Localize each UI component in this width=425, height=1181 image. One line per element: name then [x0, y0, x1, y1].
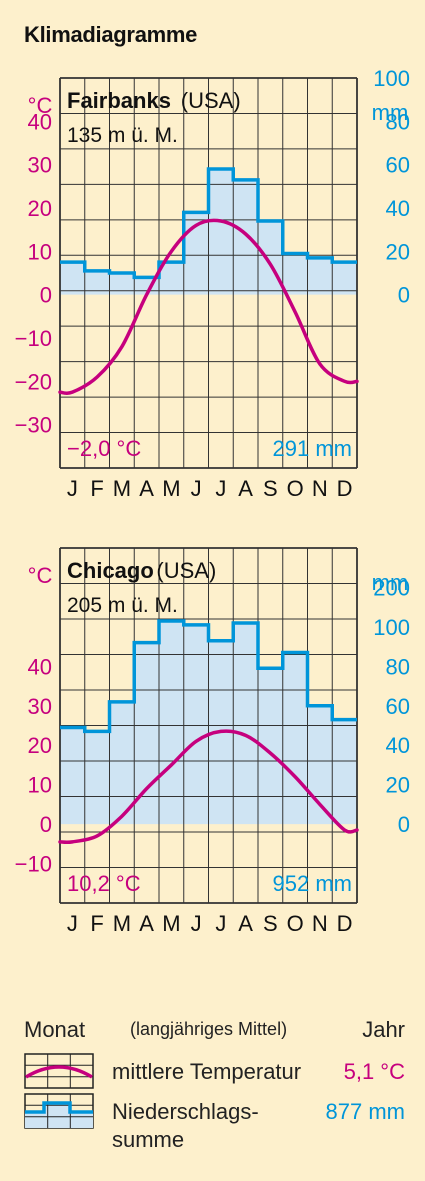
- legend-temperature-row: mittlere Temperatur 5,1 °C: [0, 1053, 425, 1093]
- month-label: A: [139, 911, 154, 936]
- annual-precipitation: 291 mm: [273, 436, 352, 461]
- month-label: N: [312, 476, 328, 501]
- precip-tick-label: 20: [386, 239, 410, 264]
- temp-tick-label: −20: [15, 369, 52, 394]
- legend-mean-header: (langjähriges Mittel): [130, 1019, 288, 1039]
- month-label: D: [337, 476, 353, 501]
- month-label: A: [238, 476, 253, 501]
- temp-tick-label: 10: [28, 239, 52, 264]
- month-label: A: [139, 476, 154, 501]
- legend-precipitation-value: 877 mm: [325, 1099, 405, 1124]
- annual-temperature: −2,0 °C: [67, 436, 141, 461]
- month-label: J: [67, 476, 78, 501]
- precip-tick-label: 40: [386, 733, 410, 758]
- temp-tick-label: 20: [28, 733, 52, 758]
- precip-tick-label: 80: [386, 654, 410, 679]
- month-label: M: [162, 911, 180, 936]
- temp-tick-label: 30: [28, 694, 52, 719]
- station-country: (USA): [156, 558, 216, 583]
- temp-tick-label: 40: [28, 654, 52, 679]
- month-label: M: [162, 476, 180, 501]
- precip-tick-label: 60: [386, 694, 410, 719]
- precip-unit-label: mm: [372, 570, 409, 595]
- annual-temperature: 10,2 °C: [67, 871, 141, 896]
- precip-tick-label: 80: [386, 109, 410, 134]
- temp-tick-label: 0: [40, 283, 52, 308]
- month-label: N: [312, 911, 328, 936]
- precip-tick-label: 200: [373, 575, 410, 600]
- temperature-swatch-icon: [24, 1053, 94, 1089]
- precipitation-line: [60, 167, 357, 280]
- climate-chart-chicago: Chicago (USA)205 m ü. M.°C mm403020100−102…: [15, 547, 410, 936]
- month-label: M: [113, 476, 131, 501]
- precip-tick-label: 20: [386, 773, 410, 798]
- legend-precipitation-row: Niederschlags- summe 877 mm: [0, 1093, 425, 1163]
- month-label: S: [263, 476, 278, 501]
- legend-temperature-value: 5,1 °C: [343, 1059, 405, 1084]
- precip-tick-label: 60: [386, 153, 410, 178]
- temp-tick-label: −10: [15, 852, 52, 877]
- station-country: (USA): [181, 88, 241, 113]
- temp-unit-label: °C: [28, 563, 53, 588]
- legend-year-header: Jahr: [362, 1017, 405, 1042]
- month-label: M: [113, 911, 131, 936]
- temp-tick-label: 0: [40, 812, 52, 837]
- precip-tick-label: 100: [373, 66, 410, 91]
- temp-tick-label: 10: [28, 773, 52, 798]
- month-label: J: [215, 476, 226, 501]
- legend-precipitation-label-2: summe: [112, 1127, 185, 1152]
- climate-chart-fairbanks: Fairbanks (USA)135 m ü. M.°C mm403020100−1…: [15, 66, 410, 501]
- month-label: O: [287, 911, 304, 936]
- legend-temperature-label: mittlere Temperatur: [112, 1059, 302, 1084]
- precip-tick-label: 0: [398, 812, 410, 837]
- legend: Monat (langjähriges Mittel) Jahr mittler…: [0, 1005, 425, 1181]
- month-label: J: [67, 911, 78, 936]
- month-label: S: [263, 911, 278, 936]
- precip-tick-label: 0: [398, 283, 410, 308]
- precip-tick-label: 100: [373, 615, 410, 640]
- month-label: J: [191, 911, 202, 936]
- legend-precipitation-label-1: Niederschlags-: [112, 1099, 259, 1124]
- temp-tick-label: 20: [28, 196, 52, 221]
- temp-unit-label: °C: [28, 93, 53, 118]
- month-label: O: [287, 476, 304, 501]
- month-label: J: [215, 911, 226, 936]
- legend-month-header: Monat: [24, 1017, 86, 1042]
- precip-tick-label: 40: [386, 196, 410, 221]
- temperature-line: [58, 218, 359, 396]
- month-label: J: [191, 476, 202, 501]
- month-label: F: [90, 911, 103, 936]
- annual-precipitation: 952 mm: [273, 871, 352, 896]
- temp-tick-label: 30: [28, 153, 52, 178]
- temp-tick-label: −10: [15, 326, 52, 351]
- station-name: Chicago: [67, 558, 154, 583]
- precip-unit-label: mm: [372, 100, 409, 125]
- station-name: Fairbanks: [67, 88, 171, 113]
- station-elevation: 135 m ü. M.: [67, 124, 178, 147]
- temperature-line: [58, 729, 359, 845]
- page-title: Klimadiagramme: [24, 22, 198, 47]
- temp-tick-label: 40: [28, 109, 52, 134]
- precipitation-line: [60, 619, 357, 734]
- month-label: A: [238, 911, 253, 936]
- precipitation-swatch-icon: [24, 1093, 94, 1129]
- temp-tick-label: −30: [15, 413, 52, 438]
- month-label: D: [337, 911, 353, 936]
- month-label: F: [90, 476, 103, 501]
- station-elevation: 205 m ü. M.: [67, 594, 178, 617]
